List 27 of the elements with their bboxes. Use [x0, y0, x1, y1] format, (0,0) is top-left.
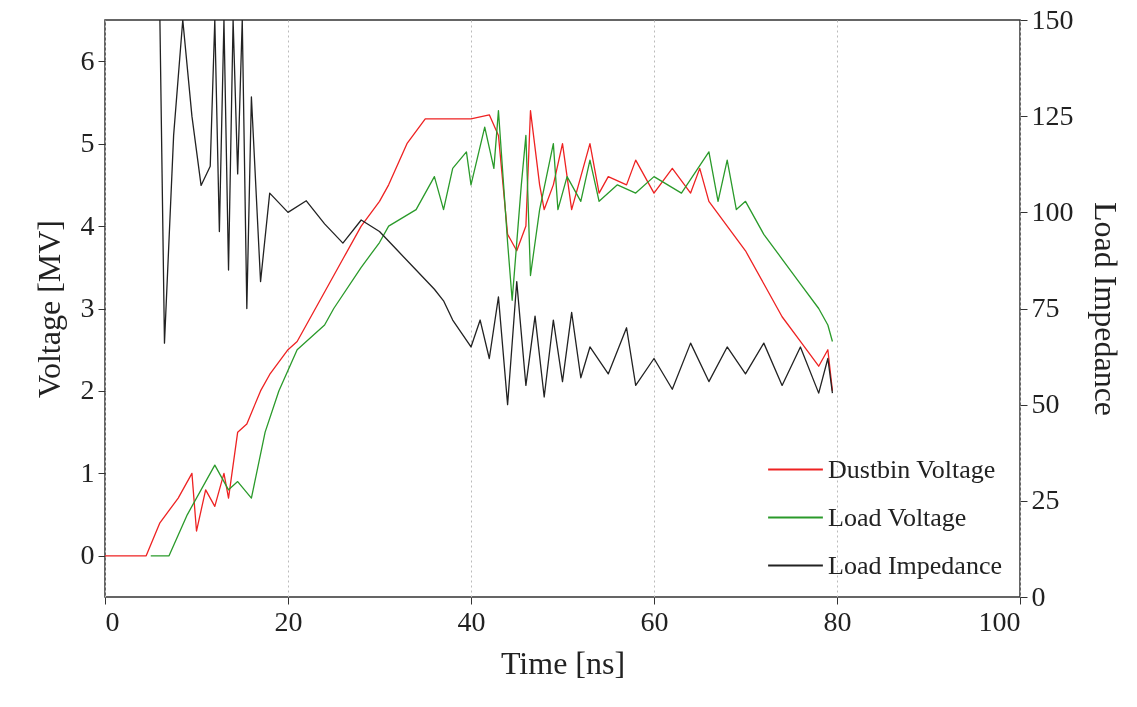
y-tick-label: 2 [80, 374, 95, 406]
x-tick-label: 0 [105, 605, 120, 637]
y-tick-label: 5 [80, 127, 95, 159]
y2-tick-label: 150 [1031, 3, 1074, 35]
y-tick-label: 4 [80, 209, 95, 241]
y2-tick-label: 100 [1031, 195, 1074, 227]
x-tick-label: 100 [978, 605, 1021, 637]
y2-tick-label: 0 [1031, 580, 1046, 612]
y-axis-title: Voltage [MV] [30, 219, 67, 399]
y2-tick-label: 75 [1031, 292, 1060, 323]
y-tick-label: 6 [80, 44, 95, 76]
y2-tick-label: 125 [1031, 99, 1074, 131]
x-tick-label: 60 [640, 605, 669, 637]
y-tick-label: 0 [80, 539, 95, 571]
line-series [159, 20, 834, 406]
x-tick-label: 40 [457, 605, 486, 637]
legend-label: Load Voltage [828, 502, 967, 532]
legend-label: Dustbin Voltage [828, 454, 996, 484]
y-tick-label: 3 [80, 292, 95, 323]
y2-tick-label: 25 [1031, 484, 1060, 516]
x-tick-label: 20 [274, 605, 303, 637]
y-tick-label: 1 [80, 456, 95, 488]
x-axis-title: Time [ns] [500, 644, 626, 681]
y2-tick-label: 50 [1031, 388, 1060, 420]
legend-label: Load Impedance [828, 550, 1002, 580]
y2-axis-title: Load Impedance [1087, 201, 1124, 417]
x-tick-label: 80 [823, 605, 852, 637]
